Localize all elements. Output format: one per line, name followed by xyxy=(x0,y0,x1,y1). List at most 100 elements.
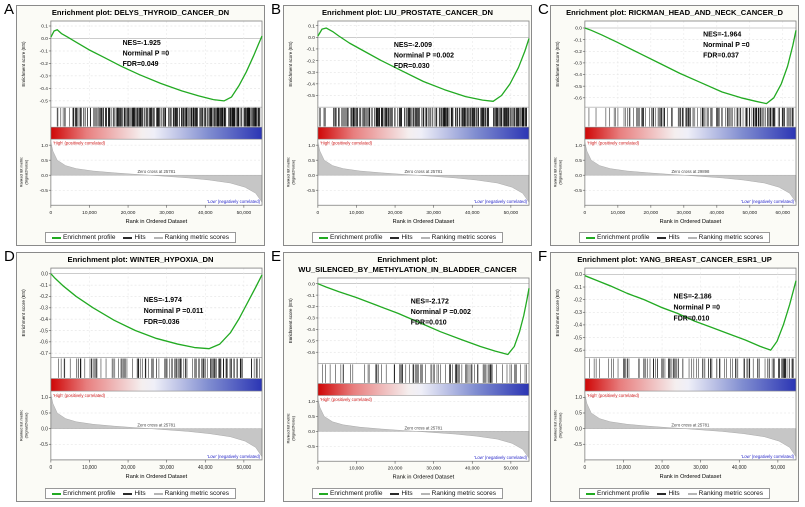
svg-text:40,000: 40,000 xyxy=(732,465,747,471)
svg-text:20,000: 20,000 xyxy=(388,466,403,472)
svg-text:FDR=0.010: FDR=0.010 xyxy=(411,319,447,326)
svg-text:Enrichment score (ES): Enrichment score (ES) xyxy=(21,41,26,87)
chart-legend: Enrichment profile Hits Ranking metric s… xyxy=(312,232,503,244)
svg-text:FDR=0.036: FDR=0.036 xyxy=(144,318,180,326)
legend-item-hits: Hits xyxy=(657,234,680,241)
svg-text:-0.1: -0.1 xyxy=(574,285,582,291)
svg-text:Ranked list metric: Ranked list metric xyxy=(553,410,558,441)
svg-text:(Signal2Noise): (Signal2Noise) xyxy=(291,159,295,185)
legend-label: Ranking metric scores xyxy=(431,490,496,497)
svg-text:0.0: 0.0 xyxy=(575,426,582,432)
chart-legend: Enrichment profile Hits Ranking metric s… xyxy=(579,232,770,244)
svg-text:Zero cross at 25781: Zero cross at 25781 xyxy=(137,169,176,174)
svg-text:-0.4: -0.4 xyxy=(307,81,316,87)
hits-line-swatch xyxy=(390,492,400,495)
gsea-figure: Enrichment plot: DELYS_THYROID_CANCER_DN… xyxy=(16,5,265,247)
svg-text:0.0: 0.0 xyxy=(308,173,315,179)
legend-item-ranking-metric: Ranking metric scores xyxy=(687,490,763,497)
svg-text:-0.5: -0.5 xyxy=(574,442,582,448)
legend-item-hits: Hits xyxy=(390,234,413,241)
legend-label: Ranking metric scores xyxy=(164,490,229,497)
chart-title: Enrichment plot: LIU_PROSTATE_CANCER_DN xyxy=(321,8,493,17)
svg-text:Enrichment score (ES): Enrichment score (ES) xyxy=(288,41,293,87)
svg-text:1.0: 1.0 xyxy=(308,399,315,405)
svg-text:1.0: 1.0 xyxy=(41,395,48,401)
enrichment-profile-line-swatch xyxy=(52,236,62,239)
svg-text:1.0: 1.0 xyxy=(308,143,315,149)
svg-text:30,000: 30,000 xyxy=(426,210,441,216)
svg-text:'High' (positively correlated): 'High' (positively correlated) xyxy=(587,393,640,398)
svg-text:NES=-1.974: NES=-1.974 xyxy=(144,296,182,304)
svg-text:'Low' (negatively correlated): 'Low' (negatively correlated) xyxy=(474,199,527,204)
svg-text:0.1: 0.1 xyxy=(41,24,48,30)
legend-item-hits: Hits xyxy=(123,490,146,497)
svg-text:Norminal P =0.002: Norminal P =0.002 xyxy=(411,309,471,316)
svg-text:-0.1: -0.1 xyxy=(307,293,316,299)
svg-text:40,000: 40,000 xyxy=(465,466,480,472)
svg-text:-0.5: -0.5 xyxy=(574,188,583,194)
svg-text:30,000: 30,000 xyxy=(159,210,174,216)
svg-text:Enrichment score (ES): Enrichment score (ES) xyxy=(288,298,293,343)
svg-text:-0.1: -0.1 xyxy=(40,283,48,289)
legend-item-enrichment-profile: Enrichment profile xyxy=(586,234,649,241)
svg-text:40,000: 40,000 xyxy=(198,465,213,471)
svg-text:40,000: 40,000 xyxy=(465,210,480,216)
svg-text:NES=-2.009: NES=-2.009 xyxy=(394,42,432,49)
svg-text:Zero cross at 25781: Zero cross at 25781 xyxy=(137,422,176,427)
legend-item-enrichment-profile: Enrichment profile xyxy=(52,234,115,241)
legend-item-enrichment-profile: Enrichment profile xyxy=(52,490,115,497)
enrichment-profile-line-swatch xyxy=(319,236,329,239)
svg-text:20,000: 20,000 xyxy=(121,210,136,216)
svg-text:Rank in Ordered Dataset: Rank in Ordered Dataset xyxy=(393,475,455,481)
hits-line-swatch xyxy=(657,236,667,239)
svg-text:0.5: 0.5 xyxy=(308,414,315,420)
legend-item-ranking-metric: Ranking metric scores xyxy=(420,234,496,241)
legend-label: Enrichment profile xyxy=(330,234,383,242)
svg-text:-0.5: -0.5 xyxy=(40,188,49,194)
svg-text:-0.2: -0.2 xyxy=(40,61,49,67)
svg-text:'High' (positively correlated): 'High' (positively correlated) xyxy=(53,393,106,398)
svg-text:Enrichment score (ES): Enrichment score (ES) xyxy=(21,289,26,337)
svg-text:Ranked list metric: Ranked list metric xyxy=(553,157,557,187)
panel-letter: C xyxy=(538,1,549,18)
svg-text:0: 0 xyxy=(584,210,587,216)
ranking-metric-line-swatch xyxy=(153,236,163,239)
svg-text:-0.2: -0.2 xyxy=(40,294,48,300)
figure-panel-b: B Enrichment plot: LIU_PROSTATE_CANCER_D… xyxy=(269,2,536,249)
panel-letter: D xyxy=(4,248,15,266)
hits-line-swatch xyxy=(123,492,133,495)
svg-text:-0.2: -0.2 xyxy=(574,297,582,303)
svg-text:1.0: 1.0 xyxy=(575,395,582,401)
svg-text:10,000: 10,000 xyxy=(349,210,364,216)
svg-text:-0.5: -0.5 xyxy=(574,335,582,341)
svg-text:0.0: 0.0 xyxy=(41,271,48,277)
svg-text:(Signal2Noise): (Signal2Noise) xyxy=(24,412,29,439)
legend-item-hits: Hits xyxy=(123,234,146,241)
svg-text:-0.6: -0.6 xyxy=(574,348,582,354)
legend-label: Enrichment profile xyxy=(597,234,650,242)
svg-text:40,000: 40,000 xyxy=(710,210,725,216)
svg-text:(Signal2Noise): (Signal2Noise) xyxy=(558,412,563,439)
legend-label: Ranking metric scores xyxy=(698,234,763,242)
svg-text:-0.5: -0.5 xyxy=(40,98,49,104)
gsea-figure: Enrichment plot: RICKMAN_HEAD_AND_NECK_C… xyxy=(550,5,799,247)
svg-text:Rank in Ordered Dataset: Rank in Ordered Dataset xyxy=(126,474,188,480)
gsea-figure: Enrichment plot: WINTER_HYPOXIA_DN NES=-… xyxy=(16,252,265,502)
gsea-chart: NES=-1.925 Norminal P =0 FDR=0.049 'High' (… xyxy=(19,20,263,225)
chart-title: Enrichment plot: DELYS_THYROID_CANCER_DN xyxy=(51,8,230,17)
svg-text:Zero cross at 25781: Zero cross at 25781 xyxy=(404,169,443,174)
svg-text:-0.5: -0.5 xyxy=(40,328,48,334)
svg-text:Rank in Ordered Dataset: Rank in Ordered Dataset xyxy=(660,474,722,480)
svg-text:'Low' (negatively correlated): 'Low' (negatively correlated) xyxy=(741,199,794,204)
svg-text:50,000: 50,000 xyxy=(504,466,519,472)
svg-text:-0.2: -0.2 xyxy=(307,58,316,64)
svg-text:Rank in Ordered Dataset: Rank in Ordered Dataset xyxy=(660,219,722,225)
svg-text:-0.6: -0.6 xyxy=(574,95,583,101)
svg-text:0: 0 xyxy=(317,466,320,472)
legend-item-enrichment-profile: Enrichment profile xyxy=(586,490,649,497)
svg-text:0.0: 0.0 xyxy=(575,272,582,278)
svg-text:10,000: 10,000 xyxy=(349,466,364,472)
svg-text:0.1: 0.1 xyxy=(308,23,315,29)
svg-text:10,000: 10,000 xyxy=(82,210,97,216)
